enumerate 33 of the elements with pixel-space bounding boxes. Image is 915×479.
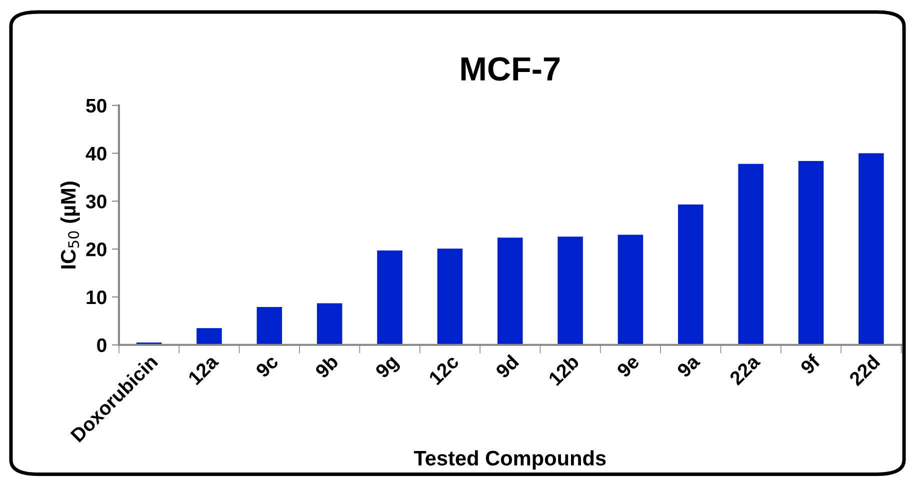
bar	[497, 238, 523, 345]
x-axis-title: Tested Compounds	[414, 450, 606, 470]
bar	[256, 307, 282, 345]
x-tick-label: 9c	[254, 354, 280, 378]
y-tick-label: 20	[86, 242, 106, 256]
bar	[377, 250, 402, 345]
x-tick-label: 22d	[848, 354, 880, 387]
x-tick-label: 12c	[428, 354, 460, 386]
x-tick-label: 9b	[314, 354, 340, 379]
x-tick-label: 9g	[374, 354, 402, 382]
bar	[558, 236, 583, 345]
y-tick-label: 50	[86, 98, 106, 113]
bar	[196, 328, 222, 345]
bar	[437, 248, 463, 345]
bar	[678, 204, 704, 345]
bar	[858, 153, 884, 345]
x-tick-label: 9e	[616, 354, 640, 378]
x-tick-label: 9f	[799, 353, 822, 376]
chart-title: MCF-7	[461, 57, 560, 81]
y-tick-label: 30	[86, 194, 106, 208]
x-tick-label: 12b	[547, 354, 580, 386]
bar	[316, 303, 342, 345]
y-axis-title: IC$_{50}$ (µM)	[60, 182, 80, 268]
x-tick-label: 12a	[188, 353, 220, 386]
y-tick-label: 0	[97, 338, 106, 352]
x-tick-label: 9d	[494, 354, 520, 379]
y-tick-label: 40	[86, 146, 106, 161]
bar	[798, 160, 824, 345]
x-tick-label: 9a	[676, 353, 701, 378]
bar	[738, 164, 764, 345]
y-tick-label: 10	[86, 290, 106, 304]
bar	[618, 234, 644, 345]
x-tick-label: 22a	[728, 353, 762, 386]
